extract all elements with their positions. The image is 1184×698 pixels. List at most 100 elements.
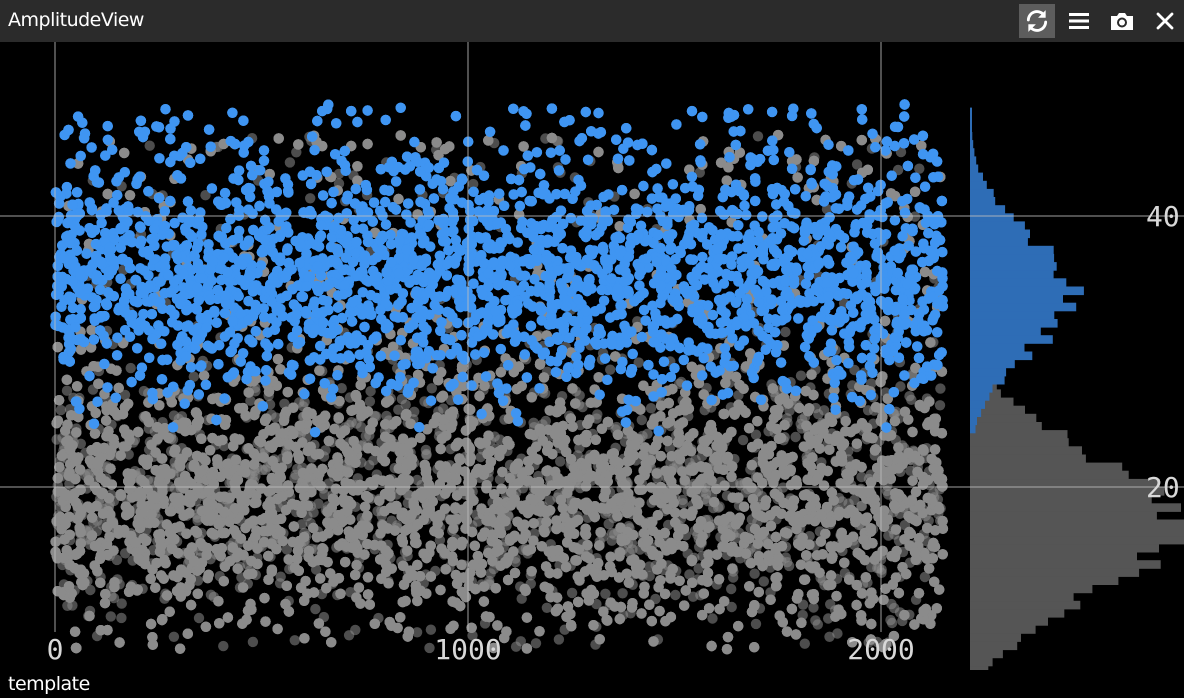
histogram-bar-unselected	[970, 543, 1159, 553]
histogram-bar-unselected	[970, 446, 1082, 455]
histogram-bar-selected	[970, 253, 1055, 263]
scatter-point-unselected	[752, 131, 764, 142]
histogram-bar-unselected	[970, 617, 1048, 626]
scatter-point-unselected	[795, 370, 807, 381]
scatter-point-unselected	[125, 362, 136, 374]
histogram-bar-selected	[970, 327, 1041, 336]
scatter-point-unselected	[851, 159, 863, 170]
histogram-bar-selected	[970, 148, 975, 157]
histogram-bar-unselected	[970, 397, 1014, 407]
histogram-bar-selected	[970, 286, 1084, 296]
scatter-point-unselected	[909, 211, 921, 222]
histogram-bar-selected	[970, 180, 987, 190]
histogram-bar-selected	[970, 245, 1054, 255]
scatter-point-unselected	[111, 554, 123, 566]
histogram-bar-selected	[970, 278, 1067, 287]
scatter-point-unselected	[605, 364, 616, 375]
scatter-point-unselected	[541, 602, 553, 613]
scatter-point-unselected	[883, 530, 894, 541]
histogram-bar-selected	[970, 197, 996, 206]
histogram-bar-unselected	[970, 665, 989, 670]
histogram-bar-selected	[970, 164, 979, 174]
histogram-bar-selected	[970, 400, 985, 409]
histogram-bar-selected	[970, 408, 982, 417]
scatter-point-unselected	[824, 631, 835, 642]
scatter-point-unselected	[284, 157, 296, 168]
scatter-point-unselected	[365, 386, 376, 397]
histogram-bar-unselected	[970, 633, 1021, 642]
scatter-point-unselected	[530, 638, 542, 649]
scatter-point-unselected	[904, 391, 915, 402]
refresh-button[interactable]	[1019, 4, 1055, 38]
scatter-point-unselected	[617, 588, 628, 599]
histogram-bar-selected	[970, 229, 1030, 239]
scatter-point-unselected	[636, 414, 647, 426]
scatter-point-unselected	[935, 383, 946, 394]
scatter-point-unselected	[737, 434, 749, 446]
scatter-point-unselected	[684, 569, 695, 580]
histogram-bar-unselected	[970, 560, 1161, 569]
scatter-point-unselected	[368, 455, 379, 466]
histogram-bar-selected	[970, 359, 1015, 369]
histogram-bar-selected	[970, 294, 1063, 304]
histogram-bar-unselected	[970, 413, 1037, 423]
histogram-bar-selected	[970, 302, 1077, 312]
histogram-bar-selected	[970, 375, 1005, 385]
histogram-bar-selected	[970, 335, 1053, 344]
histogram-bar-unselected	[970, 430, 1068, 439]
scatter-point-unselected	[645, 403, 657, 414]
scatter-point-unselected	[749, 568, 760, 579]
histogram-bar-selected	[970, 310, 1055, 320]
scatter-point-unselected	[289, 635, 300, 646]
histogram-bar-selected	[970, 221, 1025, 230]
scatter-point-unselected	[144, 140, 155, 151]
scatter-point-unselected	[810, 615, 821, 626]
histogram-bar-selected	[970, 107, 972, 117]
scatter-point-unselected	[55, 404, 67, 416]
scatter-point-unselected	[105, 611, 117, 622]
scatter-point-unselected	[467, 630, 478, 641]
close-button[interactable]	[1147, 4, 1183, 38]
histogram-bar-selected	[970, 115, 972, 125]
histogram-bar-unselected	[970, 600, 1081, 610]
scatter-point-unselected	[350, 624, 361, 636]
histogram-bar-selected	[970, 188, 994, 198]
histogram-bar-selected	[970, 262, 1057, 271]
scatter-point-unselected	[694, 167, 705, 178]
scatter-point-unselected	[856, 500, 867, 512]
scatter-point-unselected	[885, 614, 896, 626]
histogram-bar-selected	[970, 319, 1058, 328]
histogram-bar-selected	[970, 205, 1006, 214]
scatter-point-unselected	[61, 385, 73, 396]
histogram-bar-unselected	[970, 478, 1160, 488]
scatter-point-unselected	[116, 612, 127, 624]
histogram-bar-selected	[970, 416, 977, 426]
histogram-bar-unselected	[970, 552, 1137, 561]
histogram-bar-selected	[970, 343, 1025, 352]
scatter-point-unselected	[412, 474, 423, 486]
screenshot-button[interactable]	[1104, 4, 1140, 38]
histogram-bar-selected	[970, 156, 977, 165]
scatter-point-unselected	[193, 612, 205, 624]
scatter-point-unselected	[364, 396, 376, 407]
menu-button[interactable]	[1061, 4, 1097, 38]
histogram-bar-unselected	[970, 519, 1184, 529]
close-icon	[1156, 12, 1174, 30]
scatter-point-unselected	[832, 628, 843, 639]
scatter-point-unselected	[62, 600, 73, 611]
scatter-point-unselected	[279, 398, 290, 409]
scatter-point-unselected	[313, 498, 324, 509]
scatter-point-unselected	[424, 642, 435, 654]
scatter-point-unselected	[600, 588, 611, 599]
scatter-point-unselected	[726, 601, 737, 613]
scatter-point-unselected	[799, 638, 810, 649]
histogram-bar-selected	[970, 392, 990, 401]
histogram-bar-selected	[970, 213, 1014, 222]
histogram-bar-unselected	[970, 454, 1086, 464]
scatter-point-unselected	[797, 609, 808, 621]
scatter-point-unselected	[310, 603, 321, 615]
scatter-point-unselected	[544, 495, 556, 506]
histogram-bar-selected	[970, 424, 976, 434]
scatter-point-unselected	[566, 587, 578, 599]
